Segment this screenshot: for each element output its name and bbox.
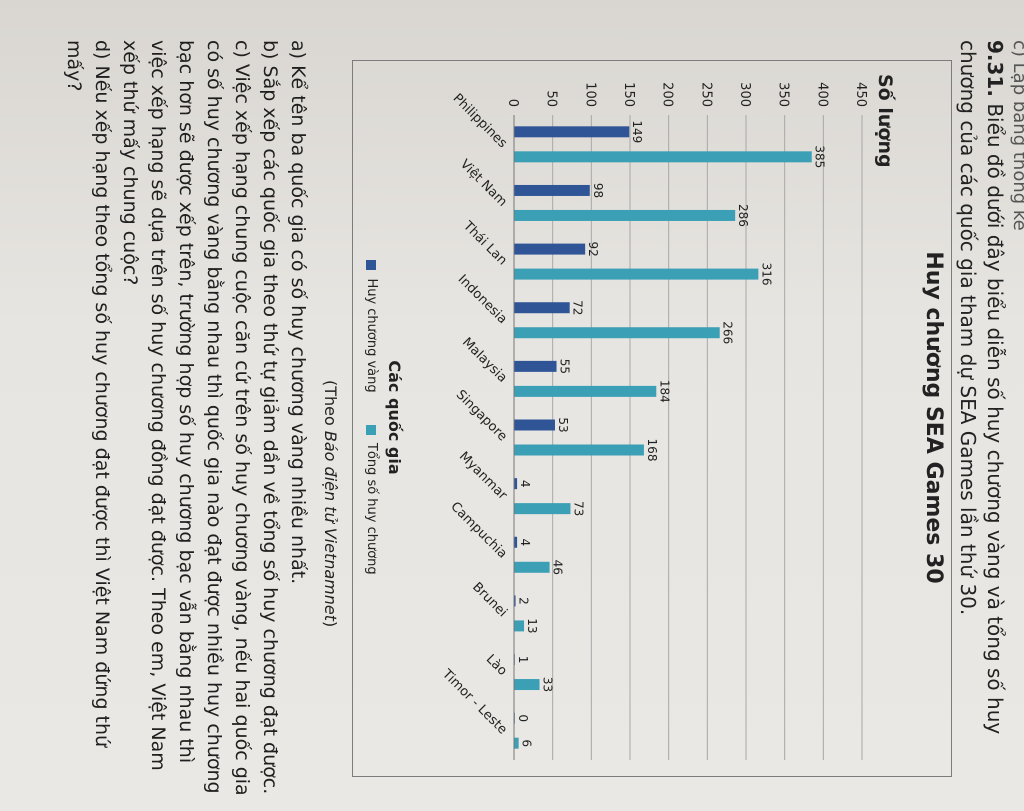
category-label: Campuchia [447, 499, 509, 561]
legend-swatch-total [366, 424, 377, 435]
bar-gold [513, 360, 557, 372]
y-tick-label: 150 [621, 82, 636, 107]
bar-gold [513, 302, 570, 314]
y-tick-label: 50 [544, 90, 559, 107]
data-label: 266 [721, 321, 735, 344]
bar-gold [513, 478, 518, 490]
data-label: 184 [657, 380, 671, 403]
data-label: 0 [516, 714, 530, 722]
bar-total [514, 737, 519, 749]
y-tick-label: 300 [737, 82, 752, 107]
data-label: 46 [551, 560, 565, 575]
category-label: Singapore [453, 387, 510, 444]
question-d: d) Nếu xếp hạng theo tổng số huy chương … [63, 40, 113, 748]
bar-total [514, 385, 657, 397]
y-tick-label: 0 [505, 99, 520, 107]
question-a: a) Kể tên ba quốc gia có số huy chương v… [287, 40, 309, 585]
bar-gold [513, 184, 590, 196]
category-label: Malaysia [459, 335, 510, 386]
source-citation: (Theo Báo điện tử Vietnamnet) [321, 380, 340, 628]
y-tick-label: 350 [776, 82, 791, 107]
category-label: Brunei [469, 580, 510, 621]
data-label: 73 [571, 501, 585, 516]
y-tick-label: 100 [582, 82, 597, 107]
question-text: Biểu đồ dưới đây biểu diễn số huy chương… [956, 40, 1007, 735]
question-c: c) Việc xếp hạng chung cuộc căn cứ trên … [119, 40, 253, 796]
bar-total [514, 503, 571, 515]
data-label: 53 [556, 417, 570, 432]
data-label: 6 [520, 739, 534, 747]
bar-total [514, 561, 550, 573]
bar-total [513, 679, 540, 691]
y-tick-label: 450 [853, 82, 868, 107]
data-label: 33 [541, 677, 555, 692]
x-axis-label: Các quốc gia [385, 360, 404, 475]
data-label: 316 [759, 263, 773, 286]
bar-total [514, 209, 736, 221]
previous-item-fragment: c) Lập bảng thống kê [1009, 40, 1024, 231]
legend-label-total: Tổng số huy chương [364, 442, 379, 575]
chart-title: Huy chương SEA Games 30 [921, 251, 946, 584]
data-label: 72 [571, 300, 585, 315]
data-label: 92 [586, 241, 600, 256]
bar-total [514, 444, 644, 456]
category-label: Lào [483, 652, 510, 679]
data-label: 149 [630, 120, 644, 143]
data-label: 385 [813, 145, 827, 168]
question-b: b) Sắp xếp các quốc gia theo thứ tự giảm… [259, 40, 281, 795]
bar-gold [514, 126, 630, 138]
data-label: 286 [736, 204, 750, 227]
source-name: Báo điện tử Vietnamnet [321, 430, 340, 621]
legend-swatch-gold [366, 260, 377, 271]
y-tick-label: 250 [698, 82, 713, 107]
data-label: 13 [525, 618, 539, 633]
legend-item-gold: Huy chương vàng [364, 260, 379, 396]
legend-item-total: Tổng số huy chương [364, 424, 379, 575]
data-label: 168 [645, 439, 659, 462]
bar-total [514, 268, 759, 280]
bar-gold [513, 419, 555, 431]
data-label: 4 [518, 480, 532, 488]
chart-legend: Huy chương vàng Tổng số huy chương [364, 60, 379, 775]
bar-total [513, 151, 812, 163]
bar-chart: 0 50 100 150 200 250 300 350 400 450 149 385 Philipp… [438, 82, 868, 760]
y-tick-label: 200 [660, 82, 675, 107]
question-list: a) Kể tên ba quốc gia có số huy chương v… [60, 40, 312, 800]
bar-gold [514, 243, 586, 255]
category-label: Indonesia [455, 272, 510, 327]
data-label: 55 [558, 359, 572, 374]
bar-total [514, 620, 525, 632]
data-label: 2 [517, 597, 531, 605]
bar-gold [513, 536, 518, 548]
category-label: Thái Lan [459, 218, 509, 268]
data-label: 98 [591, 183, 605, 198]
question-number: 9.31. [983, 40, 1007, 97]
y-axis-label: Số lượng [874, 74, 896, 168]
data-label: 4 [518, 538, 532, 546]
data-label: 1 [516, 656, 530, 664]
category-label: Myanmar [456, 449, 510, 503]
question-statement: 9.31. Biểu đồ dưới đây biểu diễn số huy … [954, 40, 1008, 800]
category-label: Việt Nam [457, 157, 510, 210]
legend-label-gold: Huy chương vàng [364, 278, 379, 393]
bar-total [514, 327, 720, 339]
category-label: Philippines [450, 91, 510, 151]
y-tick-label: 400 [814, 82, 829, 107]
